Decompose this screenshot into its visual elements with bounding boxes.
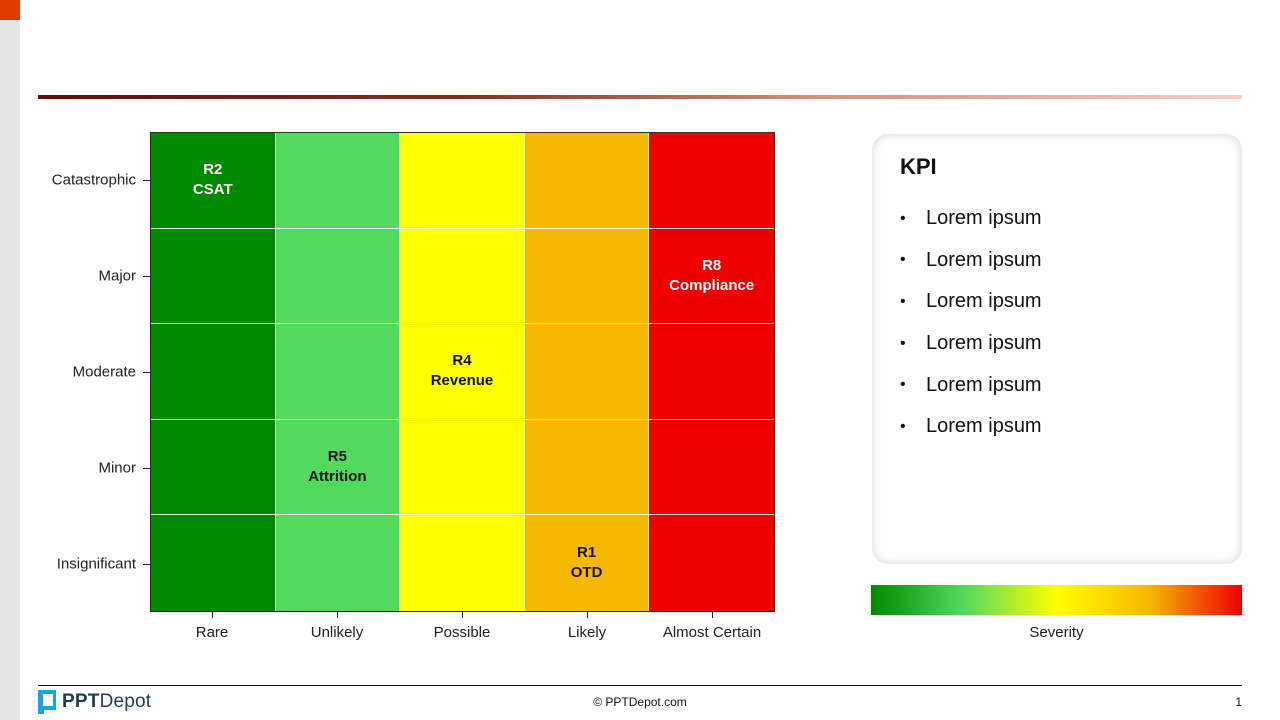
bullet-icon: •	[900, 417, 906, 435]
y-tick	[143, 180, 150, 181]
cell-rare-catastrophic: R2 CSAT	[151, 133, 276, 229]
cell-rare-major	[151, 228, 276, 325]
risk-id: R8	[702, 256, 722, 274]
y-label-catastrophic: Catastrophic	[51, 171, 136, 189]
x-tick	[337, 612, 338, 618]
cell-possible-catastrophic	[400, 133, 525, 229]
y-label-insignificant: Insignificant	[56, 555, 136, 573]
bullet-icon: •	[900, 376, 906, 394]
y-axis: Catastrophic Major Moderate Minor Insign…	[0, 132, 150, 612]
cell-almost-certain-moderate	[649, 324, 774, 420]
y-tick	[143, 372, 150, 373]
cell-unlikely-catastrophic	[275, 133, 401, 229]
risk-id: R2	[203, 161, 223, 179]
cell-rare-minor	[151, 419, 276, 516]
x-label-likely: Likely	[567, 624, 607, 641]
risk-name: Compliance	[669, 276, 755, 294]
cell-likely-catastrophic	[524, 133, 650, 229]
risk-id: R1	[577, 544, 597, 562]
cell-unlikely-moderate	[275, 324, 401, 420]
kpi-item-text: Lorem ipsum	[926, 415, 1042, 438]
x-tick	[462, 612, 463, 618]
cell-unlikely-minor: R5 Attrition	[275, 419, 401, 516]
x-label-rare: Rare	[195, 624, 229, 641]
cell-possible-major	[400, 228, 525, 325]
x-tick	[587, 612, 588, 618]
risk-name: Revenue	[430, 372, 494, 390]
bullet-icon: •	[900, 209, 906, 227]
risk-id: R5	[327, 448, 347, 466]
logo-text-bold: PPT	[62, 691, 100, 712]
y-label-minor: Minor	[98, 459, 136, 477]
kpi-item: • Lorem ipsum	[900, 198, 1042, 240]
accent-square	[0, 0, 20, 20]
kpi-item-text: Lorem ipsum	[926, 332, 1042, 355]
kpi-item-text: Lorem ipsum	[926, 248, 1042, 271]
severity-gradient-legend	[871, 585, 1242, 615]
cell-likely-moderate	[524, 324, 650, 420]
left-sidebar-strip	[0, 0, 20, 720]
cell-possible-moderate: R4 Revenue	[400, 324, 525, 420]
cell-almost-certain-major: R8 Compliance	[649, 228, 774, 325]
severity-label: Severity	[1029, 624, 1084, 641]
cell-possible-insignificant	[400, 515, 525, 611]
x-label-unlikely: Unlikely	[310, 624, 364, 641]
kpi-item-text: Lorem ipsum	[926, 207, 1042, 230]
page-number: 1	[1235, 695, 1242, 709]
logo-text-regular: Depot	[99, 691, 152, 712]
bullet-icon: •	[900, 251, 906, 269]
risk-id: R4	[452, 352, 472, 370]
y-tick	[143, 564, 150, 565]
footer-divider	[38, 685, 1242, 686]
pptdepot-logo: PPTDepot	[38, 690, 151, 714]
cell-rare-moderate	[151, 324, 276, 420]
x-label-possible: Possible	[433, 624, 491, 641]
kpi-item: • Lorem ipsum	[900, 406, 1042, 448]
y-label-moderate: Moderate	[72, 363, 136, 381]
risk-heatmap: R2 CSAT R8 Compliance R4 Revenue	[150, 132, 775, 612]
logo-text: PPTDepot	[62, 691, 151, 713]
bullet-icon: •	[900, 292, 906, 310]
risk-name: OTD	[570, 564, 603, 582]
kpi-item: • Lorem ipsum	[900, 240, 1042, 282]
cell-almost-certain-insignificant	[649, 515, 774, 611]
kpi-item: • Lorem ipsum	[900, 323, 1042, 365]
bullet-icon: •	[900, 334, 906, 352]
x-label-almost-certain: Almost Certain	[662, 624, 762, 641]
cell-possible-minor	[400, 419, 525, 516]
kpi-item-text: Lorem ipsum	[926, 290, 1042, 313]
y-tick	[143, 276, 150, 277]
heatmap-grid: R2 CSAT R8 Compliance R4 Revenue	[151, 133, 774, 611]
kpi-item: • Lorem ipsum	[900, 281, 1042, 323]
cell-unlikely-major	[275, 228, 401, 325]
kpi-panel: KPI • Lorem ipsum • Lorem ipsum • Lorem ips…	[872, 134, 1242, 564]
x-tick	[712, 612, 713, 618]
x-tick	[212, 612, 213, 618]
cell-likely-insignificant: R1 OTD	[524, 515, 650, 611]
cell-likely-major	[524, 228, 650, 325]
risk-name: Attrition	[308, 468, 367, 486]
cell-almost-certain-catastrophic	[649, 133, 774, 229]
kpi-list: • Lorem ipsum • Lorem ipsum • Lorem ipsum •…	[900, 198, 1042, 448]
x-axis: Rare Unlikely Possible Likely Almost Cer…	[150, 612, 775, 652]
risk-name: CSAT	[192, 181, 233, 199]
y-label-major: Major	[98, 267, 136, 285]
copyright-text: © PPTDepot.com	[593, 695, 687, 709]
y-tick	[143, 468, 150, 469]
cell-likely-minor	[524, 419, 650, 516]
cell-almost-certain-minor	[649, 419, 774, 516]
kpi-title: KPI	[900, 154, 937, 179]
title-divider	[38, 95, 1242, 99]
cell-rare-insignificant	[151, 515, 276, 611]
kpi-item-text: Lorem ipsum	[926, 373, 1042, 396]
cell-unlikely-insignificant	[275, 515, 401, 611]
kpi-item: • Lorem ipsum	[900, 364, 1042, 406]
logo-icon	[38, 690, 56, 714]
